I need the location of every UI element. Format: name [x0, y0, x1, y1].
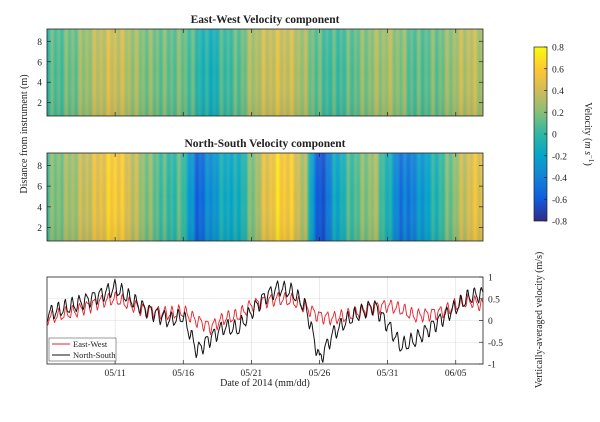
line-xtick-label: 05/26 [309, 369, 331, 379]
heatmap-ylabel: Distance from instrument (m) [19, 74, 30, 193]
ns-title: North-South Velocity component [184, 138, 345, 150]
legend-label-east-west: East-West [73, 339, 108, 349]
line-ytick-label: 0.5 [488, 295, 500, 305]
colorbar: 0.8 0.6 0.4 0.2 0 -0.2 -0.4 -0.6 -0.8 Velocity (… [534, 44, 595, 228]
colorbar-ticks: 0.8 0.6 0.4 0.2 0 -0.2 -0.4 -0.6 -0.8 [544, 44, 567, 228]
colorbar-label: Velocity (m s−1) [582, 102, 595, 166]
heatmap-ytick-label: 8 [37, 38, 42, 48]
colorbar-tick-label: -0.8 [552, 218, 567, 228]
colorbar-tick-label: -0.6 [552, 196, 567, 206]
ns-panel: North-South Velocity component 2 4 6 8 [37, 138, 483, 241]
line-ytick-label: 0 [488, 317, 493, 327]
line-xtick-label: 05/11 [104, 369, 126, 379]
line-xlabel: Date of 2014 (mm/dd) [220, 378, 310, 389]
heatmap-ytick-label: 2 [37, 224, 42, 234]
heatmap-ytick-label: 2 [37, 99, 42, 109]
colorbar-tick-label: 0.2 [552, 109, 564, 119]
heatmap-ytick-label: 4 [37, 203, 42, 213]
line-ytick-label: -0.5 [488, 339, 503, 349]
colorbar-tick-label: 0 [552, 131, 557, 141]
heatmap-ytick-label: 8 [37, 162, 42, 172]
line-ylabel: Vertically-averaged velocity (m/s) [534, 252, 545, 389]
legend: East-West North-South [49, 338, 116, 361]
colorbar-tick-label: 0.8 [552, 44, 564, 54]
colorbar-tick-label: -0.2 [552, 152, 567, 162]
line-xtick-label: 05/16 [172, 369, 194, 379]
heatmap-ytick-label: 4 [37, 79, 42, 89]
ns-heatmap-shade [47, 153, 483, 241]
colorbar-tick-label: 0.4 [552, 87, 564, 97]
heatmap-ytick-label: 6 [37, 183, 42, 193]
ew-heatmap-shade [47, 29, 483, 116]
line-xtick-label: 05/31 [377, 369, 399, 379]
ew-title: East-West Velocity component [191, 14, 340, 26]
colorbar-tick-label: 0.6 [552, 65, 564, 75]
colorbar-tick-label: -0.4 [552, 174, 567, 184]
legend-label-north-south: North-South [73, 350, 116, 360]
line-xtick-label: 06/05 [445, 369, 467, 379]
line-ytick-label: -1 [488, 361, 496, 371]
heatmap-ytick-label: 6 [37, 58, 42, 68]
ew-panel: East-West Velocity component 2 4 6 8 [37, 14, 483, 116]
line-ytick-label: 1 [488, 274, 493, 284]
